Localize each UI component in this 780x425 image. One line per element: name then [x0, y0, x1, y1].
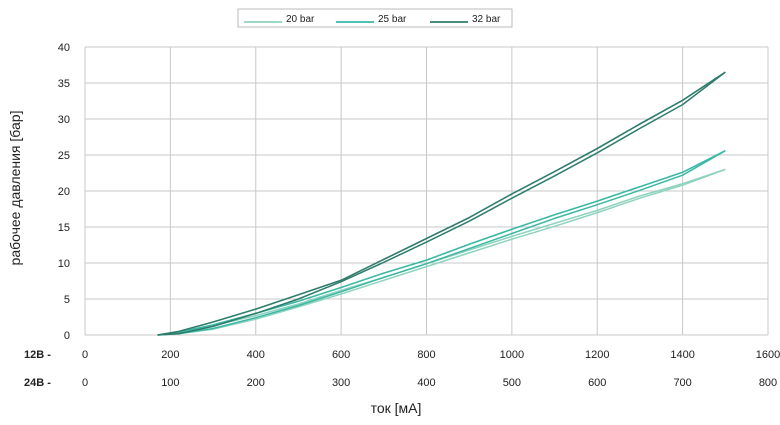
- x-tick-label-24v: 800: [759, 377, 777, 389]
- grid: [84, 46, 769, 336]
- x-tick-label-12v: 800: [417, 349, 435, 361]
- x-tick-label-12v: 200: [161, 349, 179, 361]
- x-tick-label-12v: 1600: [756, 349, 780, 361]
- x-tick-label-12v: 1000: [500, 349, 524, 361]
- y-tick-label: 20: [58, 186, 70, 198]
- series-line-32bar-return: [157, 71, 726, 336]
- series-line-25bar-return: [157, 150, 726, 336]
- x-tick-label-12v: 1200: [585, 349, 609, 361]
- series-line-25bar: [157, 149, 726, 336]
- x-axis-12v-label: 12В -: [24, 349, 51, 361]
- x-tick-label-24v: 0: [82, 377, 88, 389]
- y-tick-label: 40: [58, 42, 70, 54]
- y-tick-label: 5: [64, 294, 70, 306]
- x-tick-label-24v: 300: [332, 377, 350, 389]
- x-tick-label-12v: 600: [332, 349, 350, 361]
- x-tick-label-12v: 400: [247, 349, 265, 361]
- x-axis-ticks-12v: 0 200 400 600 800 1000 1200 1400 1600: [82, 349, 780, 361]
- series-layer: [157, 71, 726, 336]
- legend-box: [237, 8, 513, 28]
- x-tick-label-24v: 200: [247, 377, 265, 389]
- x-tick-label-12v: 0: [82, 349, 88, 361]
- x-tick-label-12v: 1400: [670, 349, 694, 361]
- y-axis-title: рабочее давления [бар]: [7, 111, 23, 266]
- legend-label-20bar: 20 bar: [286, 14, 315, 25]
- x-tick-label-24v: 700: [673, 377, 691, 389]
- y-tick-label: 15: [58, 222, 70, 234]
- x-tick-label-24v: 100: [161, 377, 179, 389]
- y-tick-label: 35: [58, 78, 70, 90]
- legend-label-32bar: 32 bar: [472, 14, 501, 25]
- series-line-20bar-return: [157, 168, 726, 336]
- legend: 20 bar 25 bar 32 bar: [237, 8, 513, 28]
- series-line-20bar: [157, 168, 726, 336]
- x-tick-label-24v: 600: [588, 377, 606, 389]
- x-axis-24v-label: 24В -: [24, 377, 51, 389]
- y-tick-label: 30: [58, 114, 70, 126]
- legend-label-25bar: 25 bar: [378, 14, 407, 25]
- x-axis-ticks-24v: 0 100 200 300 400 500 600 700 800: [82, 377, 777, 389]
- y-tick-label: 0: [64, 330, 70, 342]
- y-tick-label: 25: [58, 150, 70, 162]
- x-tick-label-24v: 500: [503, 377, 521, 389]
- series-line-32bar: [157, 71, 726, 336]
- x-tick-label-24v: 400: [417, 377, 435, 389]
- y-tick-label: 10: [58, 258, 70, 270]
- y-axis-ticks: 0 5 10 15 20 25 30 35 40: [58, 42, 70, 342]
- x-axis-title: ток [мА]: [371, 400, 422, 416]
